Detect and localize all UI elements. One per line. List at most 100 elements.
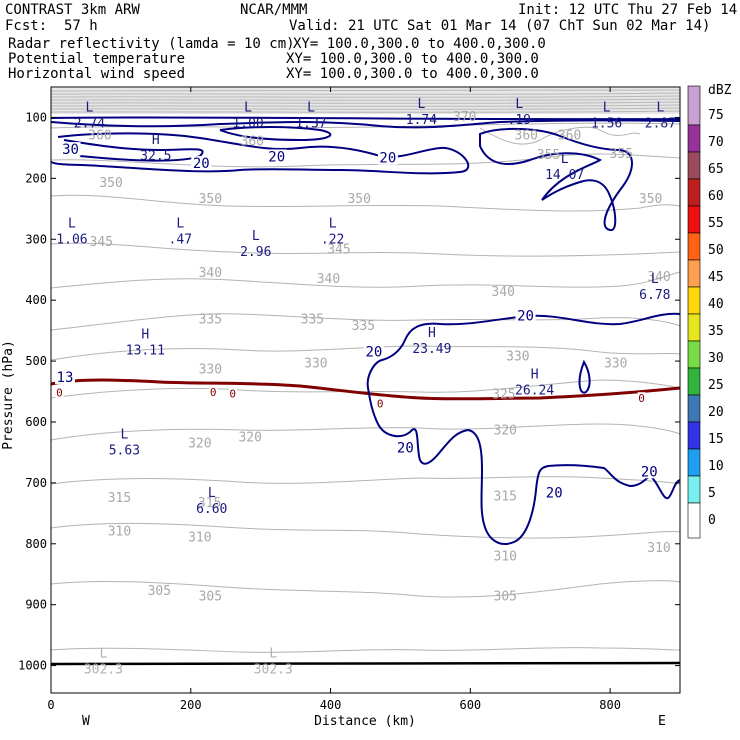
extremum-type: L [561,152,569,167]
theta-label: 360 [241,135,264,150]
colorbar-level: 25 [708,378,724,393]
fcst-label: Fcst: [5,18,47,34]
theta-label: 360 [558,129,581,144]
theta-label: 350 [199,192,222,207]
x-axis: 0 200 400 600 800 [47,87,621,712]
init-time: Init: 12 UTC Thu 27 Feb 14 [518,2,737,18]
colorbar-level: 70 [708,135,724,150]
theta-label: 310 [108,524,131,539]
colorbar-level: 40 [708,297,724,312]
wind-label: 20 [546,486,563,502]
colorbar-level: 10 [708,459,724,474]
colorbar-swatch [687,502,701,539]
theta-label: 305 [148,584,171,599]
theta-label: 340 [317,272,340,287]
theta-band-fill [51,88,680,114]
wind-label: 20 [641,464,658,480]
extremum-value: 302.3 [84,663,123,678]
extremum-value: 1.00 [232,116,263,131]
freezing-label: 0 [56,387,63,400]
theta-band-line [50,110,681,113]
theta-label: 310 [647,541,670,556]
extremum-type: L [176,217,184,232]
theta-label: 350 [347,192,370,207]
theta-band-line [50,92,681,95]
extremum-value: 5.63 [109,443,140,458]
theta-label: 360 [88,129,111,144]
x-tick-label: 800 [599,698,621,712]
east-label: E [658,714,666,729]
colorbar-level: 30 [708,351,724,366]
wind-label-bg [60,142,81,157]
theta-label: 320 [238,431,261,446]
extremum-value: 2.74 [74,116,105,131]
theta-contour-350 [50,194,681,212]
center-title: NCAR/MMM [240,2,307,18]
wind-label: 20 [397,441,414,457]
wind-label: 20 [268,149,285,165]
freezing-label-bg [228,387,237,399]
extremum-value: 2.96 [240,245,271,260]
extremum-value: .19 [508,113,531,128]
wind-contour-20-top [50,119,681,129]
theta-contour-335 [50,313,681,331]
theta-band-line [50,98,681,101]
x-tick-label: 0 [47,698,54,712]
freezing-label: 0 [210,386,217,399]
wind-contour-closed-upper [219,126,332,142]
extremum-value: 6.78 [639,288,670,303]
theta-label: 345 [327,242,350,257]
colorbar-swatch [687,151,701,180]
extremum-type: L [244,100,252,115]
theta-contour-302 [50,647,681,653]
x-tick-label: 400 [320,698,342,712]
y-tick-label: 600 [25,415,47,429]
freezing-label: 0 [638,392,645,405]
wind-label: 30 [62,142,79,158]
wind-label-bg [363,344,384,359]
colorbar-swatch [687,475,701,504]
theta-contour-315 [50,476,681,485]
theta-label: 330 [304,356,327,371]
y-tick-label: 800 [25,537,47,551]
wind-contour-closed-mid [578,359,591,394]
field-name-wind: Horizontal wind speed [8,66,185,82]
extremum-type: H [152,133,160,148]
colorbar-level: 60 [708,189,724,204]
theta-contour-305 [50,580,681,598]
extremum-value: 32.5 [140,149,171,164]
theta-label: 335 [199,312,222,327]
wind-contour-right-upper [479,127,633,231]
theta-label: 355 [610,147,633,162]
model-title: CONTRAST 3km ARW [5,2,140,18]
theta-label: 350 [99,176,122,191]
y-tick-label: 900 [25,598,47,612]
colorbar-swatch [687,394,701,423]
extremum-type: L [120,427,128,442]
theta-label: 335 [352,319,375,334]
wind-contour-30 [63,139,204,162]
extremum-type: L [603,100,611,115]
theta-contour-320 [50,423,681,441]
theta-label: 330 [506,350,529,365]
wind-label: 20 [379,151,396,167]
extremum-type: L [100,647,108,662]
x-tick-label: 600 [459,698,481,712]
colorbar-level: 65 [708,162,724,177]
theta-label: 310 [188,530,211,545]
theta-label: 340 [199,266,222,281]
extremum-value: 1.06 [56,233,87,248]
freezing-label-bg [637,392,646,404]
extremum-type: H [141,327,149,342]
theta-label: 360 [515,129,538,144]
theta-label: 325 [492,387,515,402]
freezing-label-bg [209,386,218,398]
upper-theta-band [50,88,681,114]
freezing-label: 0 [377,398,384,411]
theta-band-line [50,107,681,110]
freezing-label: 0 [229,387,236,400]
theta-band-line [50,104,681,107]
extremum-type: L [86,100,94,115]
